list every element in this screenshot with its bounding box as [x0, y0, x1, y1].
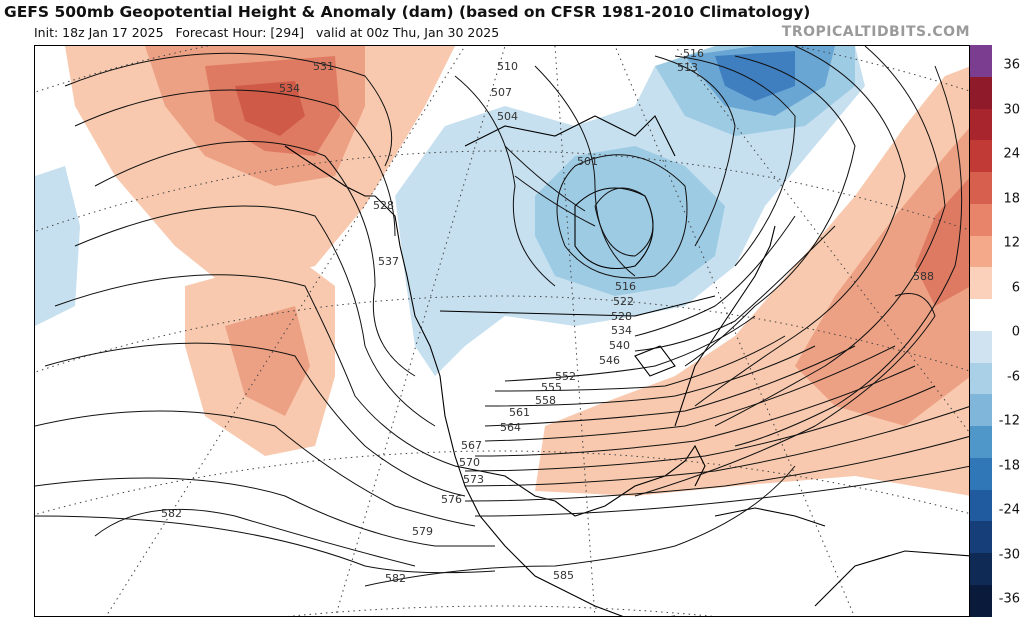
colorbar-segment	[970, 108, 992, 141]
valid-time: valid at 00z Thu, Jan 30 2025	[315, 25, 500, 40]
colorbar-segment	[970, 76, 992, 109]
contour-label: 534	[611, 324, 632, 337]
graticule	[35, 46, 969, 616]
contour-label: 516	[615, 280, 636, 293]
contour-label: 531	[313, 60, 334, 73]
alaska-outline	[284, 145, 375, 197]
chart-title: GEFS 500mb Geopotential Height & Anomaly…	[4, 3, 811, 21]
colorbar-segment	[970, 267, 992, 300]
colorbar-tick-label: -24	[998, 502, 1020, 518]
contour-label: 585	[553, 569, 574, 582]
contour-label: 516	[683, 47, 704, 60]
contour-label: 546	[599, 354, 620, 367]
cold-anomaly-west	[35, 166, 80, 326]
south-america-outline	[814, 550, 969, 607]
arctic-islands	[464, 115, 676, 157]
forecast-subtitle: Init: 18z Jan 17 2025 Forecast Hour: [29…	[34, 25, 499, 40]
colorbar-segment	[970, 235, 992, 268]
colorbar-tick-label: -6	[1007, 369, 1020, 385]
colorbar-segment	[970, 585, 992, 617]
great-lakes	[634, 345, 676, 377]
contour-label: 564	[500, 421, 521, 434]
colorbar-segment	[970, 330, 992, 363]
colorbar-segment	[970, 45, 992, 77]
contour-label: 528	[373, 199, 394, 212]
central-america-outline	[594, 605, 675, 616]
contour-label: 522	[613, 295, 634, 308]
contour-label: 579	[412, 525, 433, 538]
colorbar-tick-label: 12	[1003, 235, 1020, 251]
colorbar-tick-label: -36	[998, 591, 1020, 607]
colorbar-tick-label: 30	[1003, 102, 1020, 118]
init-time: Init: 18z Jan 17 2025	[34, 25, 164, 40]
colorbar-labels: 36 30 24 18 12 6 0 -6 -12 -18 -24 -30 -36	[996, 45, 1024, 617]
contour-label: 537	[378, 255, 399, 268]
contour-label: 561	[509, 406, 530, 419]
colorbar-tick-label: -18	[998, 458, 1020, 474]
map-panel: 531 534 510 516 513 507 504 501 528 537 …	[34, 45, 970, 617]
contour-label: 528	[611, 310, 632, 323]
colorbar-tick-label: 24	[1003, 146, 1020, 162]
map-canvas: 531 534 510 516 513 507 504 501 528 537 …	[35, 46, 969, 616]
colorbar-segment	[970, 553, 992, 586]
contour-label: 507	[491, 86, 512, 99]
colorbar-tick-label: 18	[1003, 191, 1020, 207]
colorbar-segment	[970, 203, 992, 236]
contour-label: 504	[497, 110, 518, 123]
contour-label: 582	[161, 507, 182, 520]
colorbar-tick-label: -30	[998, 547, 1020, 563]
colorbar-segment	[970, 394, 992, 427]
colorbar-segment	[970, 426, 992, 458]
colorbar-tick-label: 0	[1011, 324, 1020, 340]
contour-label: 510	[497, 60, 518, 73]
cold-anomaly-canada-mid	[535, 146, 725, 296]
brand-watermark: TROPICALTIDBITS.COM	[781, 24, 970, 40]
contour-label: 552	[555, 370, 576, 383]
cuba-outline	[714, 507, 826, 527]
height-contours	[35, 46, 969, 587]
colorbar-segment	[970, 489, 992, 522]
colorbar-segment	[970, 457, 992, 490]
contour-label: 582	[385, 572, 406, 585]
colorbar-segment	[970, 299, 992, 331]
colorbar-tick-label: 6	[1011, 280, 1020, 296]
forecast-hour: Forecast Hour: [294]	[175, 25, 305, 40]
anomaly-colorbar	[970, 45, 992, 617]
colorbar-tick-label: -12	[998, 413, 1020, 429]
contour-label: 567	[461, 439, 482, 452]
contour-label: 540	[609, 339, 630, 352]
warm-anomaly-atlantic-mid	[795, 128, 969, 426]
contour-label: 570	[459, 456, 480, 469]
contour-label: 588	[913, 270, 934, 283]
colorbar-segment	[970, 172, 992, 204]
contour-label: 576	[441, 493, 462, 506]
contour-label: 501	[577, 155, 598, 168]
colorbar-tick-label: 36	[1003, 57, 1020, 73]
contour-label: 558	[535, 394, 556, 407]
contour-label: 534	[279, 82, 300, 95]
contour-label-group: 531 534 510 516 513 507 504 501 528 537 …	[161, 47, 934, 585]
east-coast-outline	[674, 225, 776, 427]
warm-anomaly-pacific-mid	[225, 306, 310, 416]
cold-anomaly-greenland-max	[715, 51, 795, 101]
us-canada-border	[439, 295, 716, 317]
contour-label: 555	[541, 381, 562, 394]
contour-label: 573	[463, 473, 484, 486]
warm-anomaly-atlantic-strong	[915, 178, 969, 306]
colorbar-segment	[970, 362, 992, 395]
colorbar-segment	[970, 140, 992, 173]
contour-label: 513	[677, 61, 698, 74]
colorbar-segment	[970, 521, 992, 554]
